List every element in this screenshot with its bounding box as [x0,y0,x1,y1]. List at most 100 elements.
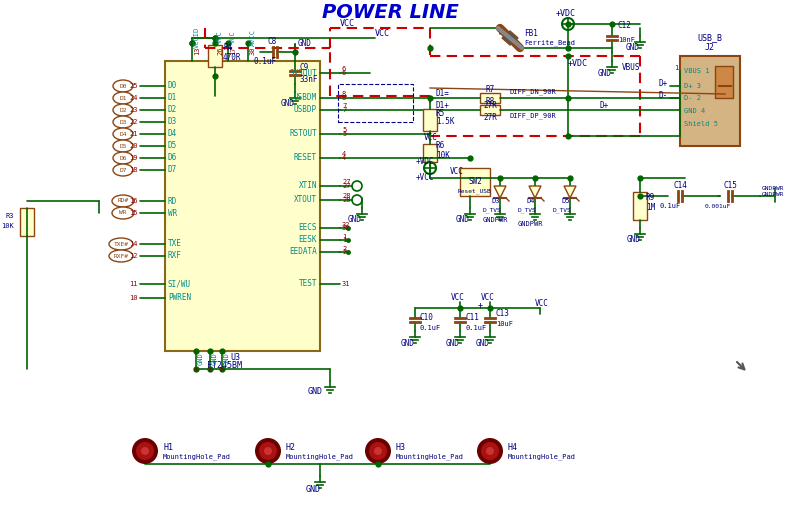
Text: 13: 13 [194,47,200,55]
Text: D4: D4 [526,198,535,204]
Bar [20,208,34,236]
Text: GND: GND [626,43,640,53]
Text: USBDM: USBDM [294,93,317,103]
Text: 7: 7 [342,103,346,109]
Text: 33nF: 33nF [300,75,318,85]
Text: D2: D2 [168,105,177,115]
Text: USBDP: USBDP [294,105,317,115]
Text: D+ 3: D+ 3 [684,83,701,89]
Circle shape [369,442,387,460]
Text: RSTOUT: RSTOUT [289,130,317,138]
Text: 0.1uF: 0.1uF [659,203,680,209]
Text: VCC: VCC [450,167,464,175]
Text: GND: GND [298,39,312,47]
Text: D-: D- [659,91,668,101]
Text: +VDC: +VDC [416,156,434,166]
Text: VCC: VCC [340,20,355,28]
Text: 6: 6 [342,66,346,72]
Text: D_TVS: D_TVS [483,207,501,213]
Circle shape [259,442,277,460]
Text: D5: D5 [119,143,127,149]
Text: VBUS: VBUS [622,63,640,73]
Text: D7: D7 [168,166,177,174]
Text: RXF#: RXF# [114,253,129,259]
Text: 2: 2 [342,249,346,255]
Text: GND: GND [306,486,321,494]
Text: RD#: RD# [118,199,129,203]
Text: GND: GND [598,69,612,77]
Ellipse shape [109,250,133,262]
Text: D3: D3 [491,198,500,204]
Text: GND: GND [627,235,641,245]
Text: GND: GND [307,386,322,395]
Circle shape [132,438,158,464]
Text: 19: 19 [129,155,138,161]
Text: D6: D6 [119,155,127,160]
Text: RD: RD [168,197,177,205]
Text: 21: 21 [129,131,138,137]
Text: WR: WR [168,208,177,218]
Text: 32: 32 [342,222,350,228]
Text: 1.5K: 1.5K [436,118,454,126]
Text: VCCID: VCCID [194,26,200,47]
Text: 10K: 10K [2,223,14,229]
Text: 25: 25 [129,83,138,89]
Text: 31: 31 [342,281,350,287]
Text: VBUS 1: VBUS 1 [684,68,710,74]
Text: 16: 16 [129,198,138,204]
Text: 1: 1 [342,234,346,240]
Text: XTOUT: XTOUT [294,196,317,204]
Text: R7: R7 [485,85,495,93]
Text: PWREN: PWREN [168,294,191,302]
Circle shape [136,442,154,460]
Text: 7: 7 [342,107,346,113]
Text: D1+: D1+ [435,102,449,110]
Text: GND: GND [446,338,460,347]
Ellipse shape [112,195,134,207]
Text: MountingHole_Pad: MountingHole_Pad [508,454,576,460]
Circle shape [477,438,503,464]
Text: GND: GND [281,100,295,108]
Text: 24: 24 [129,95,138,101]
Text: 27: 27 [342,179,350,185]
Text: 6: 6 [342,70,346,76]
Text: H2: H2 [286,443,296,453]
Text: TXE#: TXE# [114,241,129,247]
Text: D0: D0 [119,84,127,89]
Text: GND: GND [401,338,415,347]
Text: C9: C9 [300,63,309,73]
Ellipse shape [113,164,133,176]
Ellipse shape [109,238,133,250]
Text: DIFF_DP_90R: DIFF_DP_90R [510,112,557,119]
Text: 27R: 27R [483,114,497,122]
Text: R4: R4 [223,43,233,53]
Ellipse shape [113,128,133,140]
Text: +VDC: +VDC [568,58,588,68]
Bar [480,105,500,115]
Text: H3: H3 [396,443,406,453]
Text: GNDPWR: GNDPWR [762,191,784,197]
Ellipse shape [113,92,133,104]
Text: 26: 26 [217,47,223,55]
Text: 4: 4 [342,155,346,161]
Bar [338,84,413,122]
Text: FB1: FB1 [524,29,538,39]
Text: VCC: VCC [481,294,495,302]
Text: +VDC: +VDC [556,9,576,19]
Text: C10: C10 [420,314,434,322]
Bar [423,109,437,131]
Text: 0.001uF: 0.001uF [705,203,731,208]
Text: TXE: TXE [168,239,182,249]
Text: C12: C12 [618,22,632,30]
Text: USB_B: USB_B [697,34,723,42]
Text: 4: 4 [342,151,346,157]
Text: VCC: VCC [535,299,549,309]
Text: R6: R6 [436,141,445,151]
Bar [480,93,500,103]
Ellipse shape [113,80,133,92]
Text: D0: D0 [168,82,177,90]
Text: EECS: EECS [299,223,317,233]
Text: AVCC: AVCC [250,28,256,45]
Text: MountingHole_Pad: MountingHole_Pad [163,454,231,460]
Text: D7: D7 [119,168,127,172]
